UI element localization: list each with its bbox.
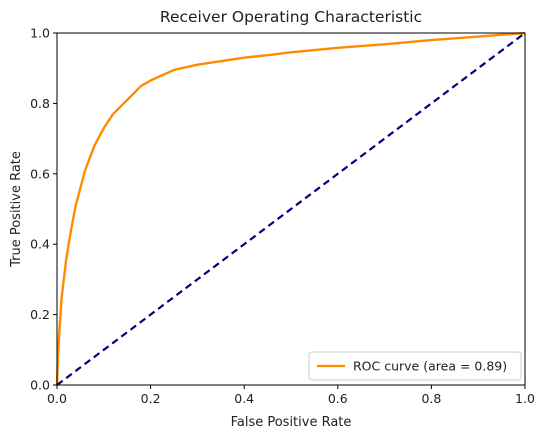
y-tick-label: 0.8 <box>30 96 50 111</box>
x-axis-label: False Positive Rate <box>231 415 352 430</box>
x-tick-label: 0.4 <box>234 391 254 406</box>
y-axis-label: True Positive Rate <box>9 151 24 268</box>
plot-area <box>55 31 526 386</box>
chance-diagonal-line <box>56 32 526 386</box>
y-tick-label: 0.2 <box>30 307 50 322</box>
x-tick-label: 0.8 <box>421 391 441 406</box>
y-tick-label: 0.0 <box>30 378 50 393</box>
y-tick-label: 0.4 <box>30 237 50 252</box>
x-axis-ticks: 0.0 0.2 0.4 0.6 0.8 1.0 <box>47 385 535 406</box>
chart-title: Receiver Operating Characteristic <box>160 8 422 26</box>
x-tick-label: 0.2 <box>141 391 161 406</box>
legend: ROC curve (area = 0.89) <box>308 351 522 381</box>
x-tick-label: 0.0 <box>47 391 67 406</box>
y-tick-label: 0.6 <box>30 166 50 181</box>
legend-box <box>308 351 522 381</box>
x-tick-label: 0.6 <box>328 391 348 406</box>
axes-frame <box>56 32 526 386</box>
y-axis-ticks: 0.0 0.2 0.4 0.6 0.8 1.0 <box>30 26 57 393</box>
legend-label: ROC curve (area = 0.89) <box>353 359 507 374</box>
roc-curve-line <box>55 31 526 386</box>
y-tick-label: 1.0 <box>30 26 50 41</box>
x-tick-label: 1.0 <box>515 391 535 406</box>
